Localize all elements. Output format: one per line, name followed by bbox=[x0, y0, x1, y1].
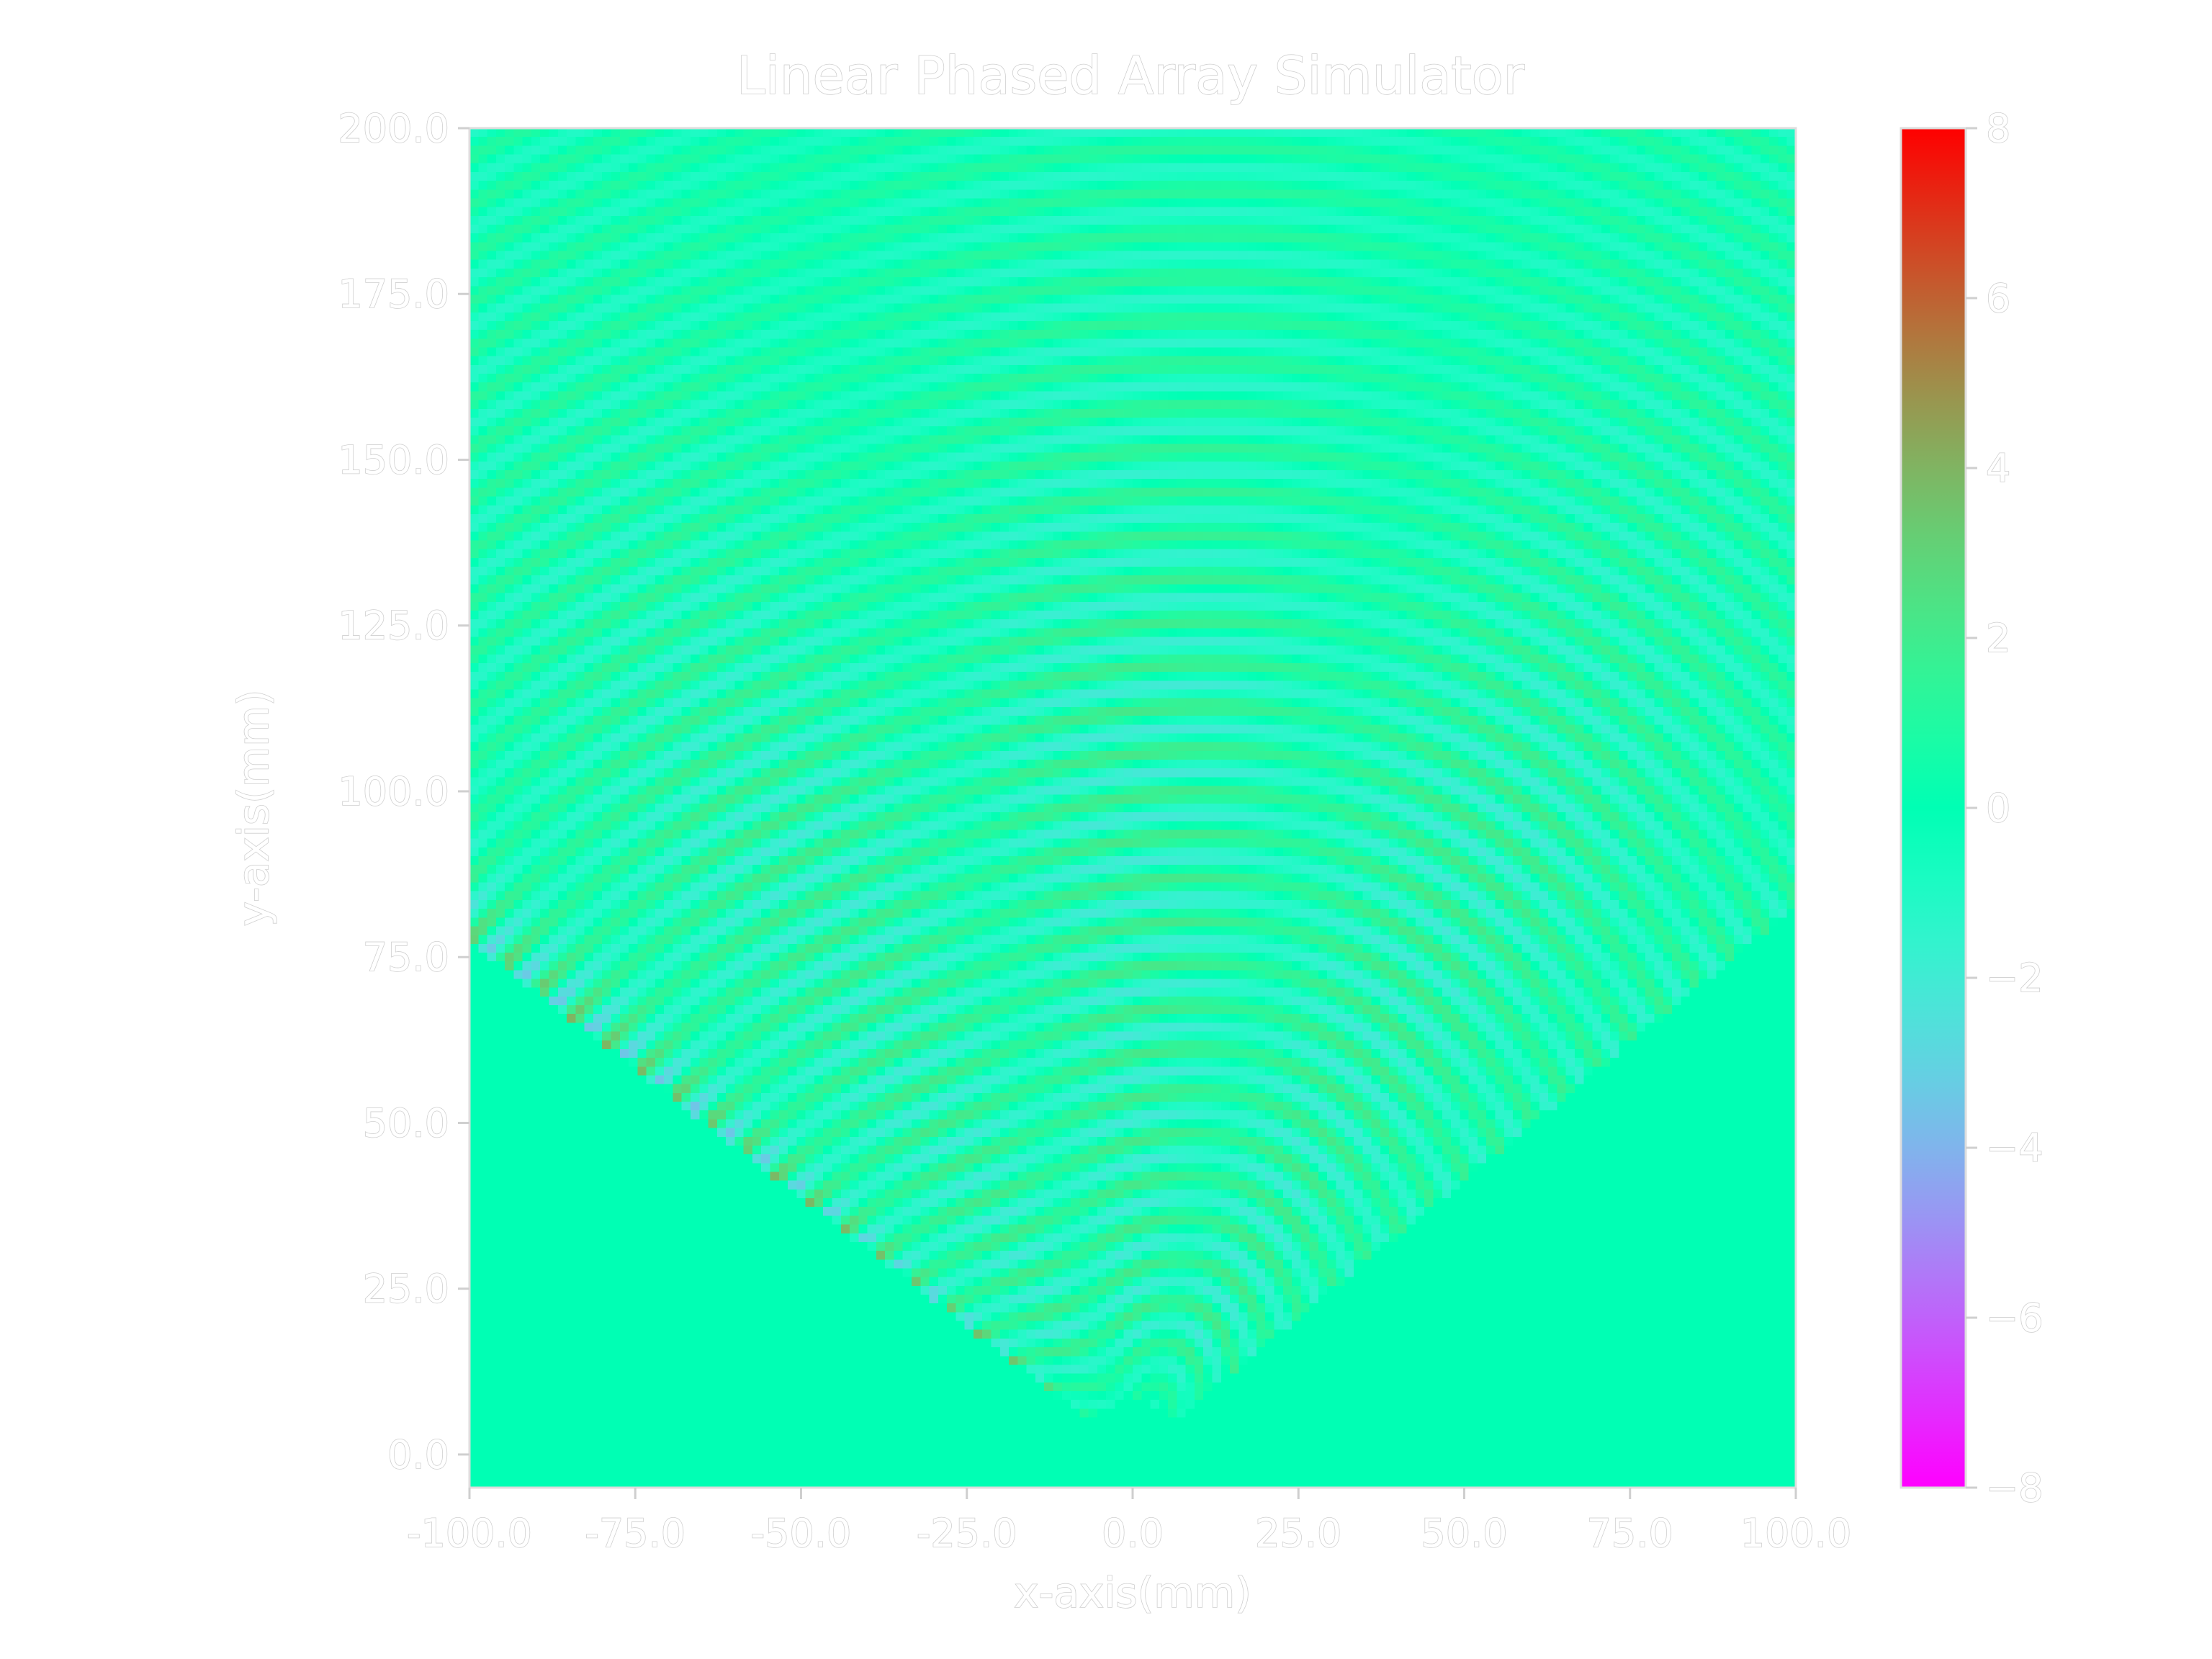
colorbar-tick-label: 8 bbox=[1986, 106, 2010, 151]
y-tick-label: 0.0 bbox=[387, 1432, 449, 1478]
colorbar-tick-label: 0 bbox=[1986, 786, 2010, 831]
colorbar: 8 6 4 2 0 −2 −4 −6 −8 bbox=[1899, 105, 2044, 1511]
x-tick-label: -75.0 bbox=[585, 1511, 685, 1556]
y-axis-label: y-axis(mm) bbox=[229, 690, 278, 927]
chart-title: Linear Phased Array Simulator bbox=[737, 45, 1525, 106]
y-tick-label: 25.0 bbox=[363, 1267, 449, 1312]
y-tick-label: 100.0 bbox=[338, 769, 449, 814]
colorbar-tick-label: −2 bbox=[1986, 956, 2044, 1001]
colorbar-tick-label: −6 bbox=[1986, 1295, 2044, 1341]
y-tick-label: 150.0 bbox=[338, 437, 449, 482]
colorbar-tick-label: 2 bbox=[1986, 616, 2010, 661]
x-tick-label: -50.0 bbox=[751, 1511, 852, 1556]
colorbar-tick-label: 4 bbox=[1986, 446, 2010, 491]
x-tick-label: 100.0 bbox=[1740, 1511, 1852, 1556]
y-axis-ticks: 0.0 25.0 50.0 75.0 100.0 125.0 150.0 175.0 200.0 bbox=[338, 105, 469, 1478]
colorbar-gradient bbox=[1901, 128, 1966, 1488]
x-tick-label: 0.0 bbox=[1102, 1511, 1164, 1556]
y-tick-label: 75.0 bbox=[363, 935, 449, 980]
x-axis-label: x-axis(mm) bbox=[1014, 1568, 1251, 1617]
colorbar-ticks: 8 6 4 2 0 −2 −4 −6 −8 bbox=[1966, 105, 2044, 1511]
y-tick-label: 175.0 bbox=[338, 271, 449, 317]
heatmap-field bbox=[469, 128, 1796, 1488]
x-tick-label: 75.0 bbox=[1587, 1511, 1673, 1556]
colorbar-tick-label: −4 bbox=[1986, 1125, 2044, 1171]
x-axis-ticks: -100.0 -75.0 -50.0 -25.0 0.0 25.0 50.0 75.0 100.… bbox=[406, 1488, 1852, 1557]
x-tick-label: -100.0 bbox=[407, 1511, 532, 1556]
x-tick-label: 50.0 bbox=[1421, 1511, 1507, 1556]
y-tick-label: 50.0 bbox=[363, 1100, 449, 1146]
y-tick-label: 125.0 bbox=[338, 603, 449, 649]
colorbar-tick-label: −8 bbox=[1986, 1465, 2044, 1511]
plot-area bbox=[468, 127, 1797, 1489]
x-tick-label: -25.0 bbox=[917, 1511, 1017, 1556]
x-tick-label: 25.0 bbox=[1255, 1511, 1341, 1556]
colorbar-tick-label: 6 bbox=[1986, 276, 2010, 321]
y-tick-label: 200.0 bbox=[338, 106, 449, 151]
